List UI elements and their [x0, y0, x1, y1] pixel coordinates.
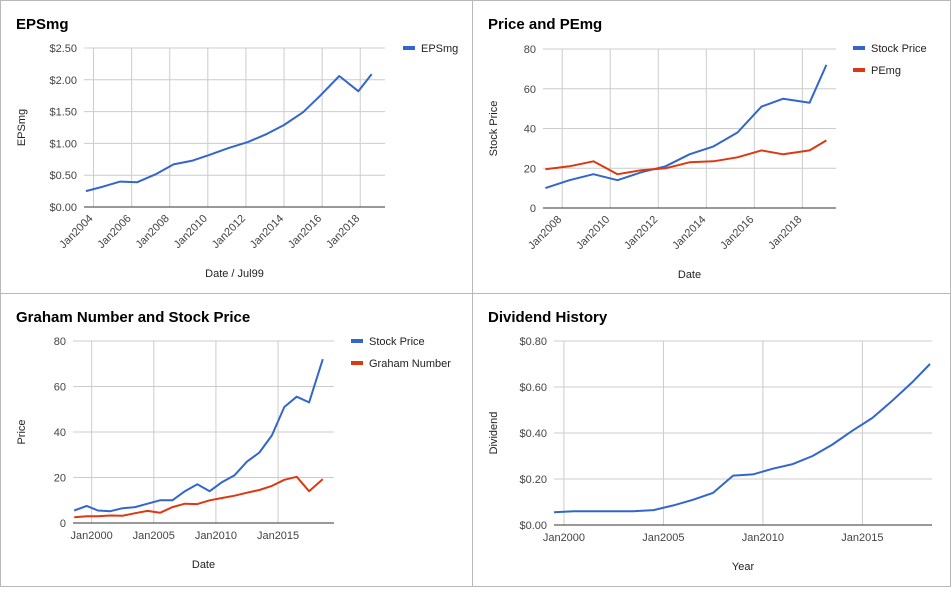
y-tick-label: 60 [524, 84, 536, 96]
y-tick-label: 20 [524, 163, 536, 175]
x-tick-label: Jan2000 [71, 530, 113, 542]
series-line-1 [85, 73, 373, 193]
y-axis-title: Stock Price [488, 101, 500, 157]
y-axis-title: EPSmg [16, 109, 28, 146]
x-tick-label: Jan2010 [195, 530, 237, 542]
x-axis-title: Date [192, 559, 215, 571]
x-tick-label: Jan2018 [766, 214, 804, 252]
y-tick-label: 0 [530, 203, 536, 215]
legend-label: Stock Price [871, 43, 927, 55]
legend-swatch [403, 46, 415, 50]
legend-swatch [853, 68, 865, 72]
price-pe-chart-panel: Price and PEmg 0 20 40 60 80 Jan2008 Jan2010 Jan… [472, 0, 951, 294]
series-line-1 [554, 363, 931, 514]
chart-title: EPSmg [16, 16, 69, 33]
graham-chart: Graham Number and Stock Price 0 20 40 60 80 Ja… [16, 309, 451, 571]
y-axis-title: Dividend [488, 412, 500, 455]
chart-title: Graham Number and Stock Price [16, 309, 250, 326]
legend-swatch [351, 361, 363, 365]
eps-chart-panel: EPSmg $0.00 $0.50 $1.00 $1.50 $2.00 $2.50 Jan20… [0, 0, 473, 294]
y-tick-label: $1.00 [49, 138, 77, 150]
legend-label: Stock Price [369, 336, 425, 348]
eps-chart: EPSmg $0.00 $0.50 $1.00 $1.50 $2.00 $2.50 Jan20… [16, 16, 458, 280]
legend-label: EPSmg [421, 43, 458, 55]
y-tick-label: 20 [54, 473, 66, 485]
legend-label: PEmg [871, 65, 901, 77]
x-tick-label: Jan2016 [718, 214, 756, 252]
x-tick-label: Jan2004 [57, 213, 95, 251]
dividend-chart: Dividend History $0.00 $0.20 $0.40 $0.60 $0.8… [488, 309, 932, 573]
x-tick-label: Jan2000 [543, 532, 585, 544]
x-tick-label: Jan2016 [286, 213, 324, 251]
chart-title: Dividend History [488, 309, 608, 326]
y-tick-label: 80 [524, 44, 536, 56]
series-line-2 [74, 475, 324, 519]
y-tick-label: $0.00 [519, 520, 547, 532]
x-tick-label: Jan2008 [526, 214, 564, 252]
x-axis-title: Year [732, 561, 755, 573]
x-tick-label: Jan2012 [210, 213, 248, 251]
x-tick-label: Jan2014 [670, 214, 708, 252]
y-tick-label: $2.50 [49, 43, 77, 55]
y-tick-label: 0 [60, 518, 66, 530]
y-tick-label: 40 [54, 427, 66, 439]
x-tick-label: Jan2010 [172, 213, 210, 251]
x-tick-label: Jan2005 [642, 532, 684, 544]
legend-swatch [853, 46, 865, 50]
series-line-2 [545, 139, 827, 176]
series-line-1 [545, 64, 828, 190]
x-tick-label: Jan2008 [134, 213, 172, 251]
y-tick-label: $0.00 [49, 202, 77, 214]
chart-title: Price and PEmg [488, 16, 602, 33]
x-tick-label: Jan2015 [841, 532, 883, 544]
x-tick-label: Jan2018 [324, 213, 362, 251]
x-tick-label: Jan2010 [742, 532, 784, 544]
x-tick-label: Jan2006 [95, 213, 133, 251]
x-tick-label: Jan2010 [574, 214, 612, 252]
price-pe-chart: Price and PEmg 0 20 40 60 80 Jan2008 Jan2010 Jan… [488, 16, 927, 281]
graham-chart-panel: Graham Number and Stock Price 0 20 40 60 80 Ja… [0, 293, 473, 587]
x-tick-label: Jan2014 [248, 213, 286, 251]
y-tick-label: 80 [54, 336, 66, 348]
legend-swatch [351, 339, 363, 343]
y-axis-title: Price [16, 419, 28, 444]
x-axis-title: Date [678, 269, 701, 281]
x-tick-label: Jan2012 [622, 214, 660, 252]
y-tick-label: $0.50 [49, 170, 77, 182]
y-tick-label: $0.60 [519, 382, 547, 394]
series-line-1 [73, 358, 324, 513]
y-tick-label: $2.00 [49, 75, 77, 87]
y-tick-label: $0.40 [519, 428, 547, 440]
dividend-chart-panel: Dividend History $0.00 $0.20 $0.40 $0.60 $0.8… [472, 293, 951, 587]
x-tick-label: Jan2005 [133, 530, 175, 542]
x-tick-label: Jan2015 [257, 530, 299, 542]
legend-label: Graham Number [369, 358, 451, 370]
y-tick-label: $1.50 [49, 107, 77, 119]
y-tick-label: 40 [524, 124, 536, 136]
y-tick-label: $0.20 [519, 474, 547, 486]
y-tick-label: $0.80 [519, 336, 547, 348]
y-tick-label: 60 [54, 382, 66, 394]
x-axis-title: Date / Jul99 [205, 268, 264, 280]
